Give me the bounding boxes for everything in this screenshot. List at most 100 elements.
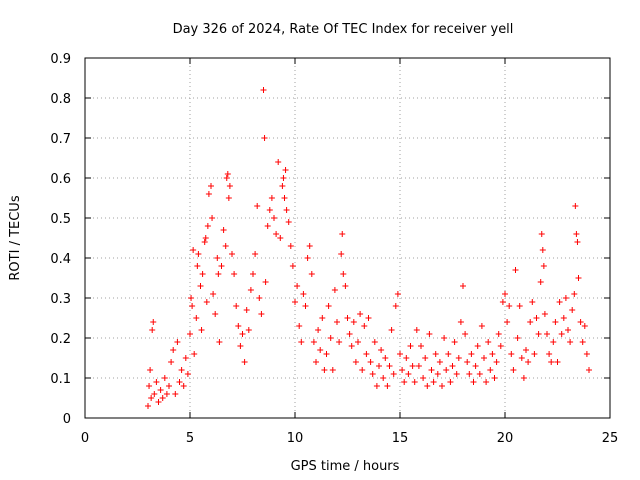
data-point bbox=[258, 311, 265, 317]
data-point bbox=[279, 183, 286, 189]
data-point bbox=[583, 351, 590, 357]
data-point bbox=[352, 359, 359, 365]
data-point bbox=[146, 383, 153, 389]
data-point bbox=[468, 351, 475, 357]
data-point bbox=[247, 287, 254, 293]
data-point bbox=[159, 395, 166, 401]
data-point bbox=[220, 227, 227, 233]
data-point bbox=[472, 363, 479, 369]
data-point bbox=[149, 327, 156, 333]
data-point bbox=[194, 263, 201, 269]
y-axis-label: ROTI / TECUs bbox=[8, 195, 23, 280]
data-point bbox=[304, 255, 311, 261]
data-point bbox=[256, 295, 263, 301]
data-point bbox=[302, 303, 309, 309]
data-point bbox=[157, 387, 164, 393]
x-tick-label: 20 bbox=[497, 431, 514, 446]
data-point bbox=[581, 323, 588, 329]
data-point bbox=[476, 371, 483, 377]
data-point bbox=[275, 159, 282, 165]
data-point bbox=[451, 339, 458, 345]
data-point bbox=[147, 367, 154, 373]
data-point bbox=[533, 315, 540, 321]
data-point bbox=[470, 379, 477, 385]
data-point bbox=[350, 319, 357, 325]
data-point bbox=[537, 279, 544, 285]
data-point bbox=[544, 331, 550, 337]
y-tick-label: 0.2 bbox=[50, 332, 71, 347]
y-tick-label: 0.4 bbox=[50, 252, 71, 267]
data-point bbox=[380, 375, 387, 381]
data-point bbox=[223, 175, 230, 181]
x-tick-label: 5 bbox=[186, 431, 194, 446]
data-point bbox=[266, 207, 273, 213]
data-point bbox=[445, 351, 452, 357]
data-point bbox=[148, 395, 155, 401]
data-point bbox=[321, 367, 328, 373]
data-points bbox=[145, 87, 592, 409]
data-point bbox=[462, 331, 469, 337]
x-tick-label: 15 bbox=[392, 431, 409, 446]
data-point bbox=[455, 355, 462, 361]
data-point bbox=[541, 311, 548, 317]
data-point bbox=[190, 247, 197, 253]
data-point bbox=[527, 319, 534, 325]
data-point bbox=[552, 319, 559, 325]
data-point bbox=[233, 303, 240, 309]
data-point bbox=[209, 215, 216, 221]
data-point bbox=[229, 251, 235, 257]
data-point bbox=[336, 339, 343, 345]
data-point bbox=[308, 271, 315, 277]
data-point bbox=[261, 135, 268, 141]
data-point bbox=[355, 339, 361, 345]
data-point bbox=[439, 383, 445, 389]
data-point bbox=[361, 323, 368, 329]
data-point bbox=[150, 319, 157, 325]
data-point bbox=[548, 359, 555, 365]
data-point bbox=[180, 383, 187, 389]
data-point bbox=[210, 291, 217, 297]
data-point bbox=[277, 235, 284, 241]
data-point bbox=[538, 231, 545, 237]
data-point bbox=[441, 335, 448, 341]
data-point bbox=[218, 263, 225, 269]
data-point bbox=[418, 343, 424, 349]
data-point bbox=[262, 279, 269, 285]
data-point bbox=[464, 359, 471, 365]
data-point bbox=[208, 183, 214, 189]
y-tick-label: 0.3 bbox=[50, 292, 71, 307]
data-point bbox=[428, 367, 435, 373]
data-point bbox=[388, 327, 395, 333]
data-point bbox=[575, 275, 582, 281]
data-point bbox=[523, 347, 529, 353]
data-point bbox=[317, 347, 324, 353]
data-point bbox=[371, 339, 378, 345]
data-point bbox=[172, 391, 179, 397]
data-point bbox=[184, 371, 191, 377]
data-point bbox=[363, 351, 370, 357]
data-point bbox=[243, 307, 250, 313]
data-point bbox=[239, 331, 246, 337]
y-tick-label: 0.5 bbox=[50, 212, 71, 227]
data-point bbox=[491, 375, 498, 381]
data-point bbox=[569, 307, 576, 313]
data-point bbox=[176, 379, 183, 385]
y-tick-label: 0 bbox=[63, 412, 71, 427]
data-point bbox=[189, 303, 196, 309]
data-point bbox=[407, 343, 414, 349]
data-point bbox=[237, 343, 244, 349]
data-point bbox=[399, 367, 406, 373]
data-point bbox=[357, 311, 364, 317]
data-point bbox=[331, 287, 338, 293]
data-point bbox=[325, 303, 332, 309]
data-point bbox=[386, 363, 393, 369]
data-point bbox=[373, 383, 380, 389]
data-point bbox=[497, 343, 504, 349]
data-point bbox=[567, 339, 574, 345]
data-point bbox=[415, 363, 422, 369]
data-point bbox=[195, 251, 202, 257]
data-point bbox=[245, 327, 252, 333]
data-point bbox=[193, 315, 200, 321]
data-point bbox=[539, 247, 546, 253]
